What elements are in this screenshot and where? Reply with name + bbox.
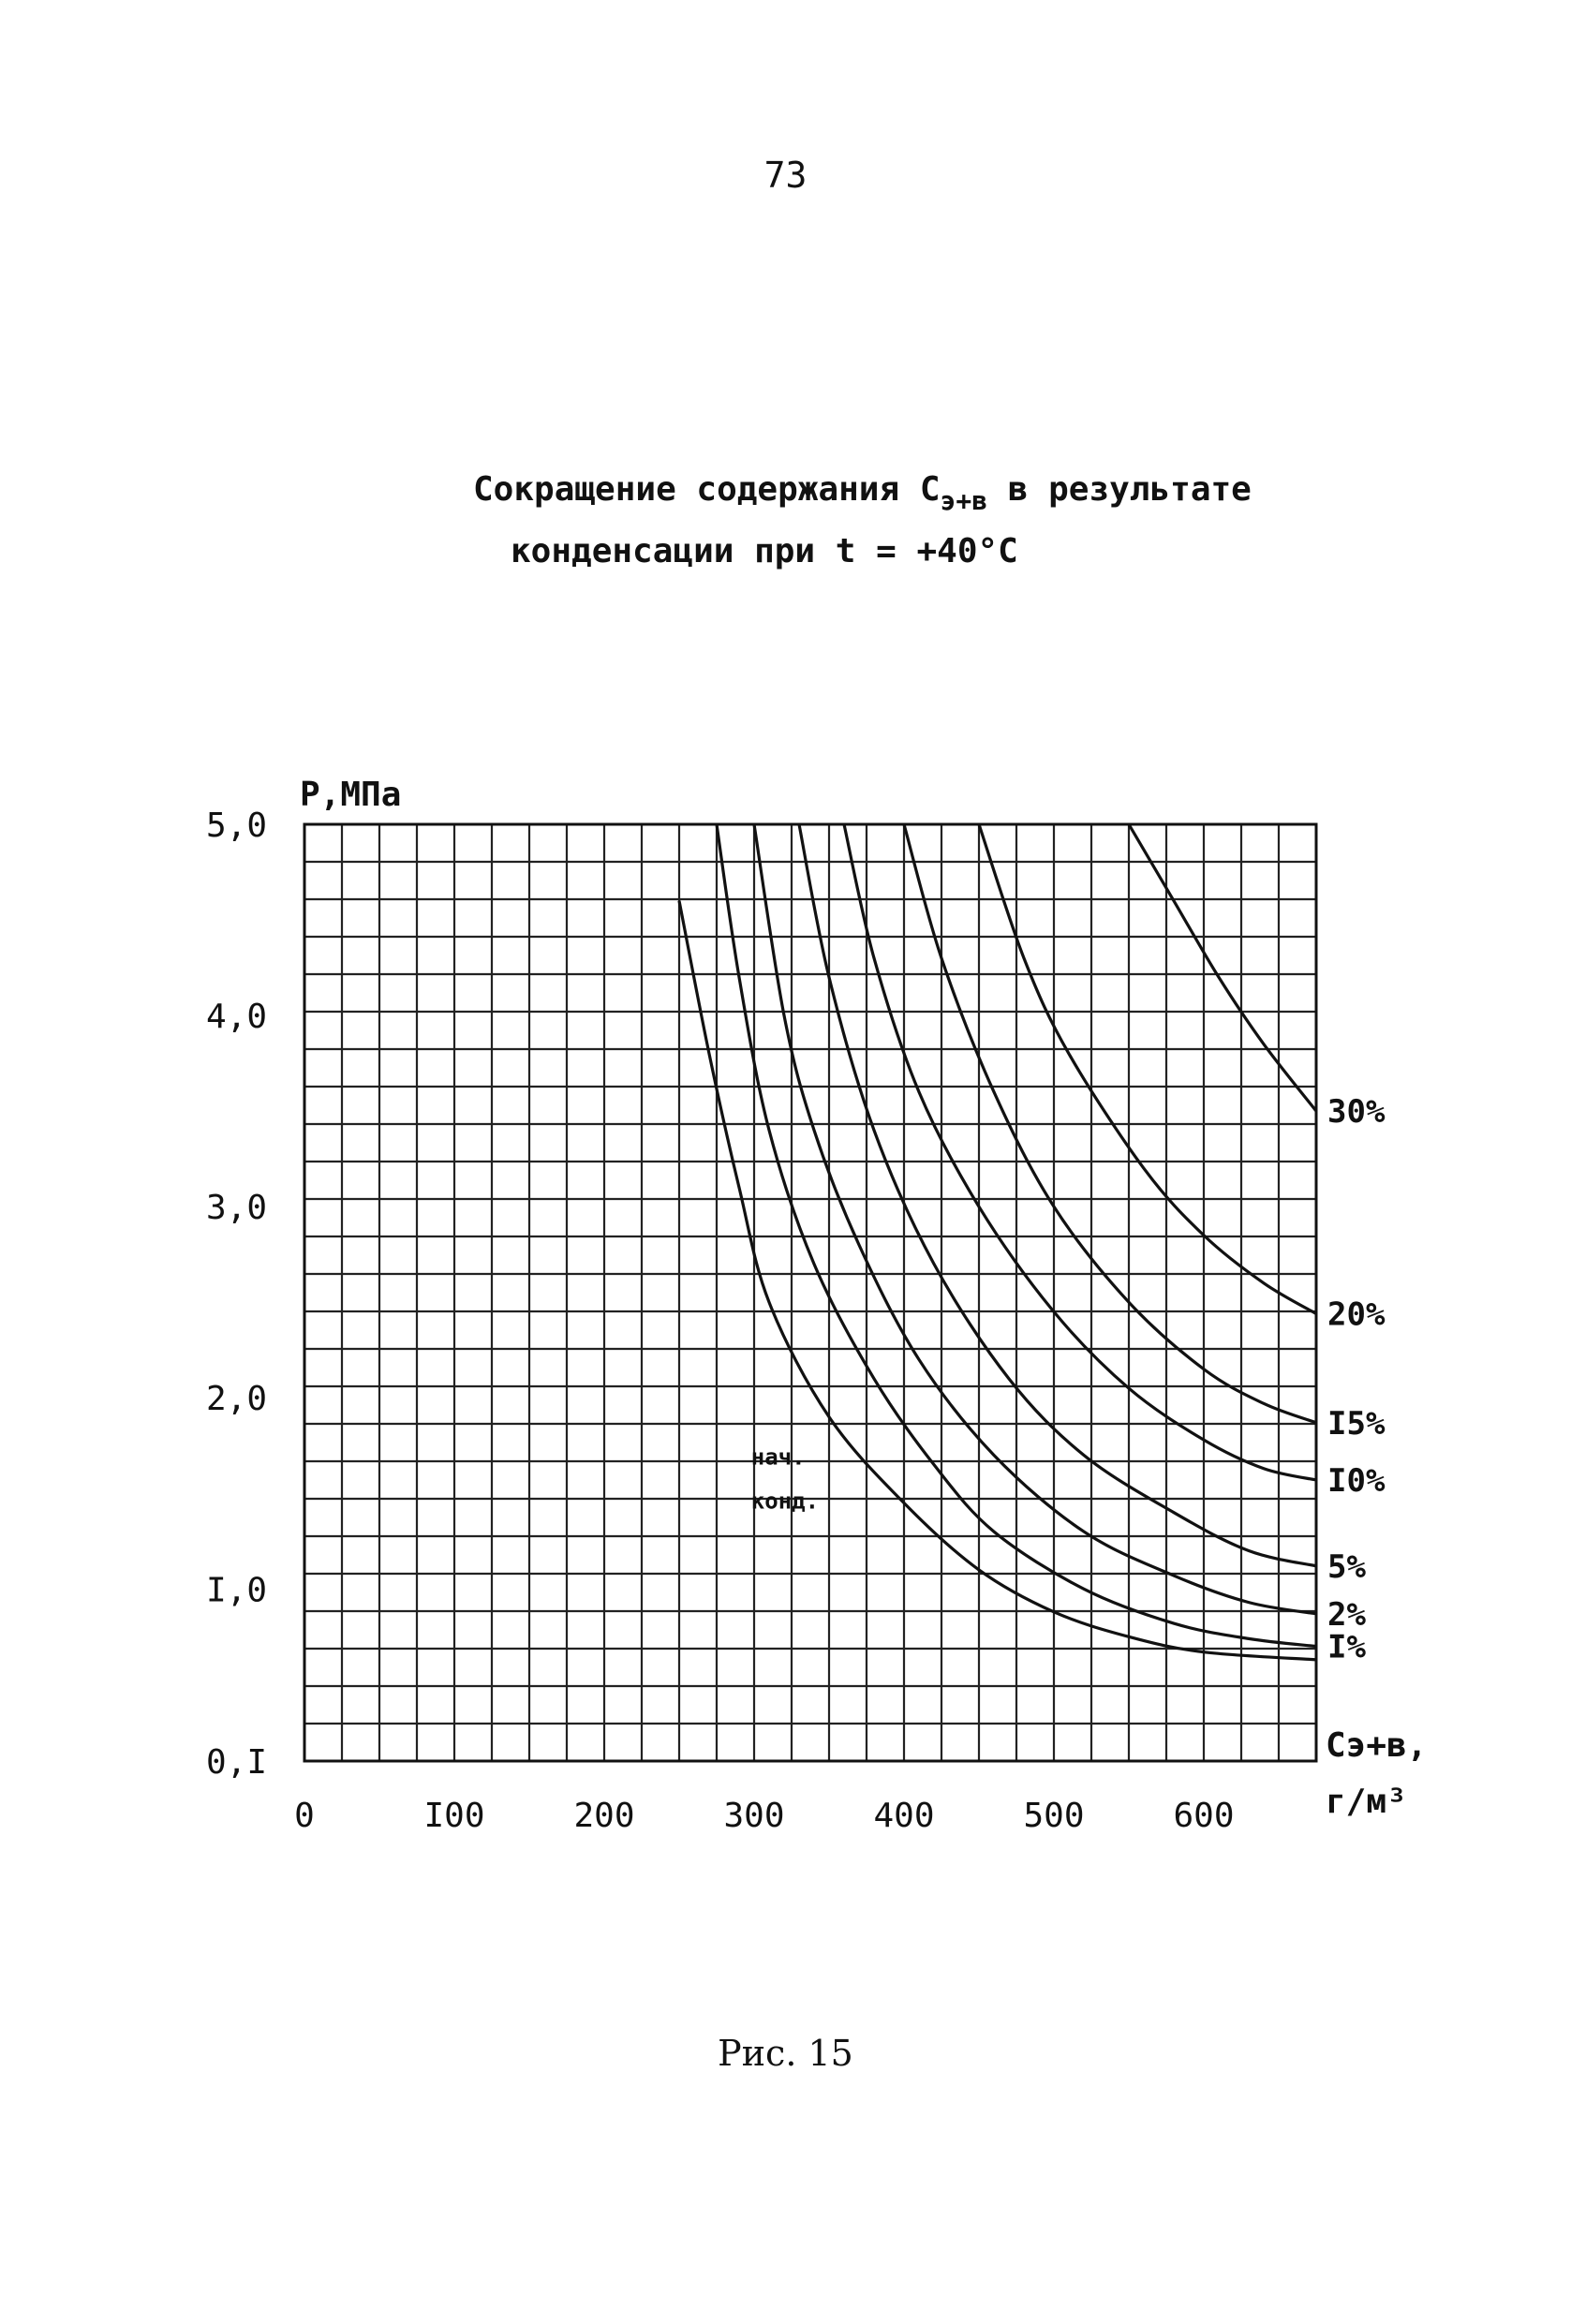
y-tick-label: 4,0 — [206, 998, 267, 1036]
x-tick-label: 500 — [1023, 1797, 1084, 1835]
title-part2: в результате — [987, 470, 1252, 509]
series-curves — [677, 823, 1318, 1662]
x-axis-label-line1: Сэ+в, — [1326, 1726, 1427, 1765]
title-subscript: э+в — [940, 485, 988, 516]
series-end-label: 20% — [1327, 1295, 1386, 1333]
plot-frame — [303, 822, 1318, 1763]
series-end-label: 2% — [1327, 1596, 1366, 1634]
series-curve — [1127, 823, 1318, 1113]
y-tick-label: 5,0 — [206, 807, 267, 845]
figure-caption: Рис. 15 — [718, 2033, 853, 2074]
series-curve — [977, 823, 1317, 1315]
series-end-label: I% — [1327, 1629, 1366, 1666]
chart-labels: Р,МПа Сэ+в, г/м³ нач. конд. 0 I00 200 300 40… — [206, 776, 1427, 1835]
x-tick-label: 400 — [873, 1797, 934, 1835]
pressure-content-chart: Р,МПа Сэ+в, г/м³ нач. конд. 0 I00 200 300 40… — [206, 776, 1427, 1835]
series-curve — [797, 823, 1317, 1568]
series-end-label: I0% — [1327, 1462, 1386, 1500]
x-tick-label: 0 — [294, 1797, 315, 1835]
series-curve — [752, 823, 1317, 1616]
chart-title-line2: конденсации при t = +40°С — [511, 532, 1018, 570]
series-curve — [715, 823, 1317, 1649]
x-tick-label: 200 — [573, 1797, 634, 1835]
y-tick-label: 3,0 — [206, 1189, 267, 1227]
y-axis-label: Р,МПа — [300, 776, 401, 814]
y-tick-label: 0,I — [206, 1743, 267, 1782]
annotation-line2: конд. — [751, 1488, 819, 1515]
series-curve — [902, 823, 1317, 1425]
y-tick-label: I,0 — [206, 1571, 267, 1609]
series-end-label: 5% — [1327, 1548, 1366, 1586]
x-tick-label: I00 — [423, 1797, 484, 1835]
y-tick-label: 2,0 — [206, 1380, 267, 1418]
grid-lines — [304, 824, 1316, 1761]
series-end-label: I5% — [1327, 1405, 1386, 1443]
page-number: 73 — [763, 155, 808, 196]
annotation-line1: нач. — [751, 1444, 806, 1471]
chart-title-line1: Сокращение содержания Сэ+в в результате — [473, 459, 1252, 532]
series-curve — [842, 823, 1317, 1482]
x-axis-label-line2: г/м³ — [1326, 1783, 1407, 1821]
title-part1: Сокращение содержания С — [473, 470, 941, 509]
series-curve — [677, 900, 1317, 1662]
series-end-label: 30% — [1327, 1093, 1386, 1131]
x-tick-label: 300 — [723, 1797, 784, 1835]
x-tick-label: 600 — [1173, 1797, 1234, 1835]
